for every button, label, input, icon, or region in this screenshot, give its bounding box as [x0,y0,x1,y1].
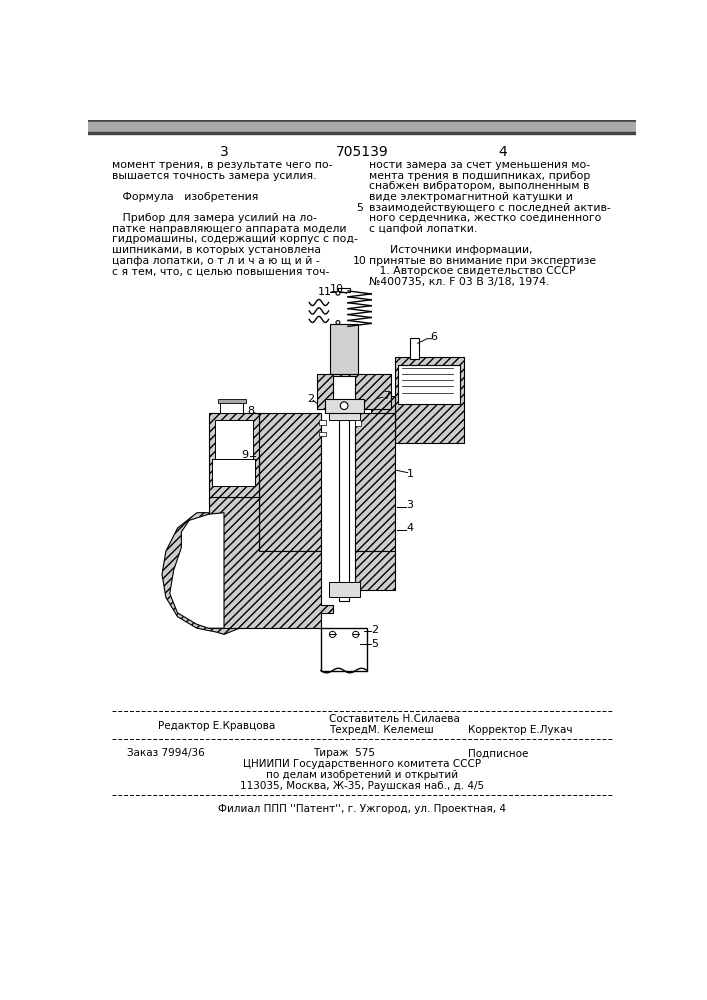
Bar [355,413,395,551]
Text: ТехредМ. Келемеш: ТехредМ. Келемеш [329,725,433,735]
Text: 3: 3 [220,145,228,159]
Circle shape [353,631,359,637]
Text: ности замера за счет уменьшения мо-: ности замера за счет уменьшения мо- [369,160,590,170]
Bar [321,628,368,671]
Circle shape [336,321,340,324]
Text: мента трения в подшипниках, прибор: мента трения в подшипниках, прибор [369,171,590,181]
Polygon shape [209,497,333,628]
Bar [410,338,419,359]
Bar [212,459,255,486]
Bar [320,432,325,436]
Text: Заказ 7994/36: Заказ 7994/36 [127,748,205,758]
Polygon shape [162,513,321,634]
Text: момент трения, в результате чего по-: момент трения, в результате чего по- [112,160,332,170]
Bar [355,420,361,426]
Text: Прибор для замера усилий на ло-: Прибор для замера усилий на ло- [112,213,317,223]
Text: с я тем, что, с целью повышения точ-: с я тем, что, с целью повышения точ- [112,266,329,276]
Text: 4: 4 [407,523,414,533]
Text: принятые во внимание при экспертизе: принятые во внимание при экспертизе [369,256,596,266]
Bar [88,120,636,122]
Text: патке направляющего аппарата модели: патке направляющего аппарата модели [112,224,346,234]
Text: вышается точность замера усилия.: вышается точность замера усилия. [112,171,316,181]
Text: 9: 9 [241,450,248,460]
Bar [218,399,246,403]
Bar [329,582,360,597]
Bar [209,413,259,505]
Text: снабжен вибратором, выполненным в: снабжен вибратором, выполненным в [369,181,590,191]
Text: 11: 11 [317,287,332,297]
Text: 3: 3 [407,500,414,510]
Bar [371,396,395,419]
Text: 5: 5 [372,639,379,649]
Circle shape [329,631,336,637]
Text: ЦНИИПИ Государственного комитета СССР: ЦНИИПИ Государственного комитета СССР [243,759,481,769]
Bar [215,420,252,459]
Text: гидромашины, содержащий корпус с под-: гидромашины, содержащий корпус с под- [112,234,358,244]
Text: ного сердечника, жестко соединенного: ного сердечника, жестко соединенного [369,213,601,223]
Bar [325,399,363,413]
Text: 6: 6 [430,332,437,342]
Polygon shape [170,513,224,628]
Text: 8: 8 [247,406,255,416]
Bar [220,401,243,413]
Text: 1. Авторское свидетельство СССР: 1. Авторское свидетельство СССР [369,266,575,276]
Bar [339,409,349,601]
Bar [88,132,636,134]
Text: цапфа лопатки, о т л и ч а ю щ и й -: цапфа лопатки, о т л и ч а ю щ и й - [112,256,320,266]
Bar [259,413,321,551]
Text: Корректор Е.Лукач: Корректор Е.Лукач [468,725,573,735]
Bar [317,374,391,409]
Text: виде электромагнитной катушки и: виде электромагнитной катушки и [369,192,573,202]
Text: Редактор Е.Кравцова: Редактор Е.Кравцова [158,721,275,731]
Text: 5: 5 [356,203,363,213]
Text: взаимодействующего с последней актив-: взаимодействующего с последней актив- [369,203,611,213]
Text: №400735, кл. F 03 B 3/18, 1974.: №400735, кл. F 03 B 3/18, 1974. [369,277,549,287]
Bar [395,357,464,443]
Text: 1: 1 [407,469,414,479]
Circle shape [336,291,340,295]
Text: 10: 10 [329,284,344,294]
Text: шипниками, в которых установлена: шипниками, в которых установлена [112,245,321,255]
Bar [88,122,636,132]
Text: 705139: 705139 [336,145,388,159]
Bar [320,420,325,425]
Bar [398,365,460,404]
Text: по делам изобретений и открытий: по делам изобретений и открытий [266,770,458,780]
Bar [333,376,355,407]
Text: Источники информации,: Источники информации, [369,245,532,255]
Text: 10: 10 [353,256,366,266]
Text: 7: 7 [383,391,390,401]
Circle shape [340,402,348,410]
Polygon shape [355,551,395,590]
Bar [329,409,360,420]
Bar [330,324,358,374]
Text: Составитель Н.Силаева: Составитель Н.Силаева [329,714,460,724]
Text: 2: 2 [308,394,315,404]
Text: Подписное: Подписное [468,748,529,758]
Text: Формула   изобретения: Формула изобретения [112,192,258,202]
Text: 113035, Москва, Ж-35, Раушская наб., д. 4/5: 113035, Москва, Ж-35, Раушская наб., д. … [240,781,484,791]
Text: с цапфой лопатки.: с цапфой лопатки. [369,224,477,234]
Text: 2: 2 [372,625,379,635]
Text: Тираж  575: Тираж 575 [313,748,375,758]
Bar [338,288,351,292]
Text: 4: 4 [498,145,508,159]
Text: Филиал ППП ''Патент'', г. Ужгород, ул. Проектная, 4: Филиал ППП ''Патент'', г. Ужгород, ул. П… [218,804,506,814]
